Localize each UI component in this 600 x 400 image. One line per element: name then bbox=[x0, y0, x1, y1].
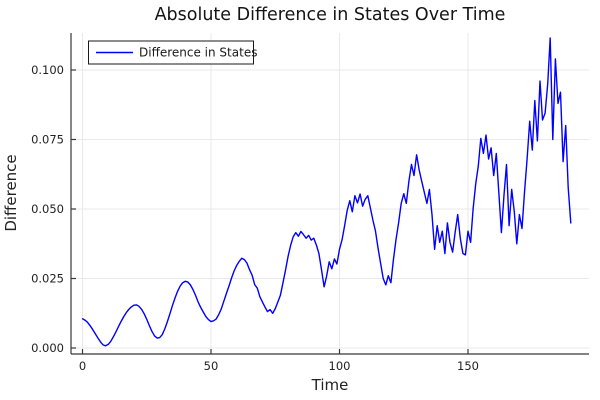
x-tick-label: 0 bbox=[79, 359, 86, 373]
legend: Difference in States bbox=[88, 40, 257, 65]
y-tick-label: 0.050 bbox=[31, 202, 64, 216]
legend-label: Difference in States bbox=[139, 46, 257, 60]
y-tick-label: 0.000 bbox=[31, 341, 64, 355]
series-group bbox=[81, 37, 572, 347]
x-axis-ticks: 0 50 100 150 bbox=[79, 349, 479, 373]
x-tick-label: 50 bbox=[204, 359, 219, 373]
y-tick-label: 0.100 bbox=[31, 63, 64, 77]
gridlines bbox=[71, 33, 589, 354]
y-axis-ticks: 0.000 0.025 0.050 0.075 0.100 bbox=[31, 63, 76, 355]
difference-line bbox=[81, 37, 572, 347]
legend-box bbox=[88, 40, 254, 65]
y-tick-label: 0.025 bbox=[31, 272, 64, 286]
y-tick-label: 0.075 bbox=[31, 133, 64, 147]
x-tick-label: 150 bbox=[457, 359, 479, 373]
x-tick-label: 100 bbox=[329, 359, 351, 373]
y-axis-label: Difference bbox=[2, 154, 20, 231]
chart-title: Absolute Difference in States Over Time bbox=[155, 5, 506, 25]
x-axis-label: Time bbox=[311, 376, 349, 394]
